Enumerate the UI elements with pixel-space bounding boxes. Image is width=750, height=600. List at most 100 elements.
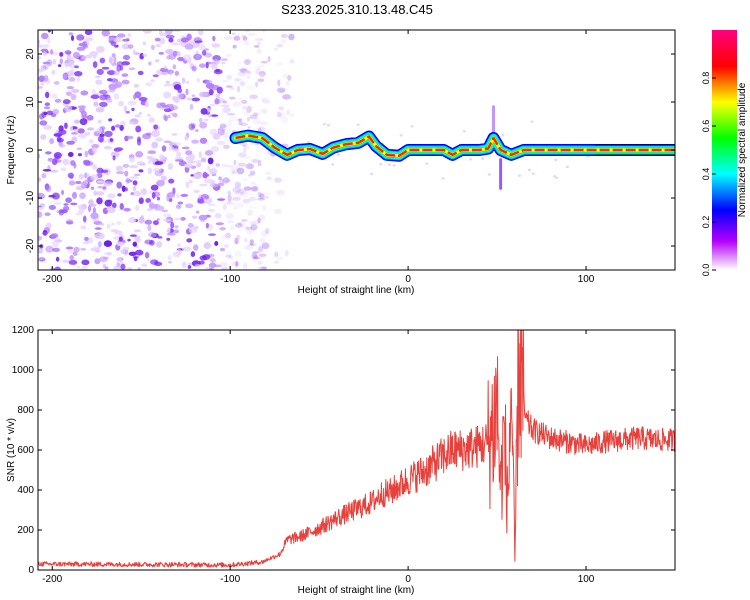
noise-speckle <box>140 188 147 196</box>
noise-speckle <box>89 51 99 57</box>
noise-speckle <box>154 37 161 42</box>
noise-speckle <box>262 30 266 33</box>
noise-speckle <box>234 250 242 258</box>
ridge-speckle <box>331 163 335 166</box>
noise-speckle <box>257 245 264 252</box>
noise-speckle <box>237 222 243 226</box>
noise-speckle <box>82 241 90 245</box>
noise-speckle <box>99 232 105 240</box>
noise-speckle <box>123 105 127 113</box>
noise-speckle <box>127 33 132 37</box>
noise-speckle <box>51 240 60 248</box>
noise-speckle <box>194 40 203 43</box>
noise-speckle <box>49 138 55 145</box>
noise-speckle <box>150 157 157 163</box>
noise-speckle <box>250 224 258 231</box>
noise-speckle <box>121 61 131 66</box>
noise-speckle <box>181 77 186 84</box>
noise-speckle <box>84 172 88 179</box>
noise-speckle <box>46 36 51 44</box>
noise-speckle <box>177 201 184 205</box>
ridge-speckle <box>399 134 403 137</box>
noise-speckle <box>234 237 239 245</box>
noise-speckle <box>47 157 53 161</box>
noise-speckle <box>261 242 270 250</box>
noise-speckle <box>257 260 263 265</box>
noise-speckle <box>165 49 174 55</box>
noise-speckle <box>86 175 95 183</box>
noise-speckle <box>159 102 166 107</box>
noise-speckle <box>221 61 226 65</box>
noise-speckle <box>247 32 256 37</box>
noise-speckle <box>225 254 232 258</box>
noise-speckle <box>225 164 234 168</box>
noise-speckle <box>51 93 58 99</box>
noise-speckle <box>47 30 52 33</box>
noise-speckle <box>249 114 258 120</box>
x-tick-label: 100 <box>578 274 595 285</box>
noise-speckle <box>42 51 47 57</box>
noise-speckle <box>167 227 171 234</box>
noise-speckle <box>144 219 153 225</box>
noise-speckle <box>223 36 233 40</box>
noise-speckle <box>75 180 82 185</box>
noise-speckle <box>236 85 241 93</box>
noise-speckle <box>155 43 162 48</box>
noise-speckle <box>132 241 138 247</box>
noise-speckle <box>101 30 111 37</box>
noise-speckle <box>212 35 216 42</box>
noise-speckle <box>273 208 282 215</box>
noise-speckle <box>138 112 143 115</box>
noise-speckle <box>256 48 262 54</box>
noise-speckle <box>168 141 173 146</box>
noise-speckle <box>235 234 241 240</box>
noise-speckle <box>192 215 198 219</box>
noise-speckle <box>135 204 140 211</box>
noise-speckle <box>64 50 72 55</box>
noise-speckle <box>103 181 113 187</box>
noise-speckle <box>278 112 286 118</box>
noise-speckle <box>198 194 202 199</box>
noise-speckle <box>138 96 148 102</box>
noise-speckle <box>248 243 258 247</box>
noise-speckle <box>160 175 167 182</box>
noise-speckle <box>90 94 100 100</box>
noise-speckle <box>38 56 42 60</box>
noise-speckle <box>66 86 75 90</box>
noise-speckle <box>185 181 190 189</box>
noise-speckle <box>221 79 229 83</box>
noise-speckle <box>209 168 218 175</box>
noise-speckle <box>43 125 52 130</box>
noise-speckle <box>90 186 95 191</box>
noise-speckle <box>114 124 121 128</box>
noise-speckle <box>227 194 232 202</box>
noise-speckle <box>161 145 167 152</box>
noise-speckle <box>165 34 175 39</box>
noise-speckle <box>122 38 130 42</box>
y-tick-label: 1200 <box>12 325 35 336</box>
noise-speckle <box>251 181 256 185</box>
noise-speckle <box>216 140 225 146</box>
noise-speckle <box>256 198 266 201</box>
ridge-speckle <box>487 173 491 176</box>
noise-speckle <box>258 253 267 258</box>
noise-speckle <box>245 58 252 64</box>
noise-speckle <box>257 191 262 198</box>
noise-speckle <box>148 201 154 205</box>
noise-speckle <box>147 150 157 155</box>
noise-speckle <box>246 145 250 150</box>
noise-speckle <box>199 121 208 129</box>
noise-speckle <box>96 127 103 134</box>
noise-speckle <box>95 106 105 113</box>
noise-speckle <box>115 170 125 175</box>
noise-speckle <box>240 191 244 197</box>
noise-speckle <box>229 87 236 91</box>
noise-speckle <box>119 202 124 210</box>
noise-speckle <box>97 135 104 143</box>
noise-speckle <box>133 173 141 177</box>
noise-speckle <box>111 62 117 66</box>
noise-speckle <box>259 193 265 200</box>
noise-speckle <box>148 231 157 238</box>
noise-speckle <box>210 62 218 70</box>
